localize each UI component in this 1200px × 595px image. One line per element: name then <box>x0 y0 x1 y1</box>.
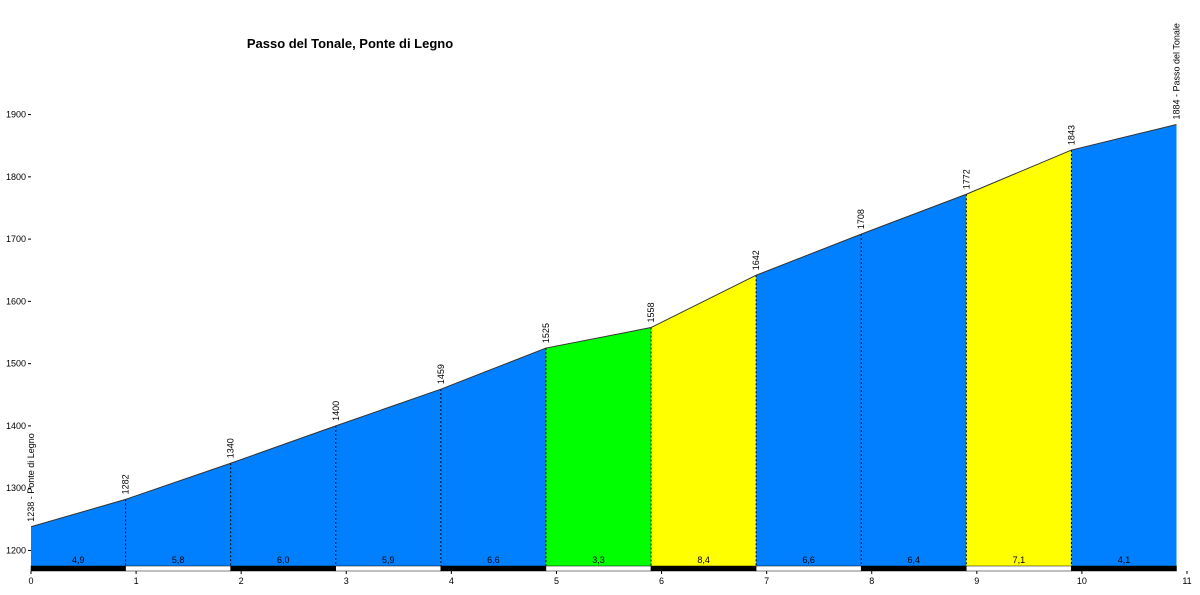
segment-area <box>966 150 1072 567</box>
elevation-label: 1340 <box>226 438 236 458</box>
chart-title: Passo del Tonale, Ponte di Legno <box>247 36 453 51</box>
segment-area <box>125 463 231 566</box>
elevation-label: 1400 <box>331 401 341 421</box>
gradient-label: 6,0 <box>277 555 290 565</box>
elevation-label: 1642 <box>751 250 761 270</box>
segment-area <box>230 425 336 566</box>
distance-strip <box>966 565 1072 572</box>
y-tick-label: 1300 <box>6 483 26 493</box>
gradient-label: 3,3 <box>592 555 605 565</box>
y-tick-label: 1600 <box>6 296 26 306</box>
gradient-label: 6,6 <box>802 555 815 565</box>
elevation-label: 1282 <box>121 474 131 494</box>
elevation-label: 1884 - Passo del Tonale <box>1171 23 1181 119</box>
y-tick-label: 1200 <box>6 545 26 555</box>
x-tick-label: 2 <box>239 576 244 586</box>
segment-area <box>1071 124 1177 567</box>
distance-strip <box>440 565 547 572</box>
distance-strip <box>30 565 126 572</box>
x-tick-label: 8 <box>869 576 874 586</box>
distance-strip <box>650 565 757 572</box>
segment-area <box>440 348 546 566</box>
segment-area <box>651 275 757 566</box>
x-tick-label: 9 <box>974 576 979 586</box>
x-tick-label: 1 <box>134 576 139 586</box>
segment-area <box>756 234 862 567</box>
y-tick-label: 1400 <box>6 421 26 431</box>
distance-strip <box>230 565 337 572</box>
distance-strip <box>755 565 862 572</box>
gradient-label: 8,4 <box>697 555 710 565</box>
x-tick-label: 0 <box>28 576 33 586</box>
segment-area <box>335 389 441 566</box>
elevation-label: 1843 <box>1066 125 1076 145</box>
distance-strip <box>335 565 442 572</box>
y-tick-label: 1800 <box>6 172 26 182</box>
elevation-label: 1772 <box>961 169 971 189</box>
x-tick-label: 6 <box>659 576 664 586</box>
distance-strip <box>1071 565 1177 572</box>
elevation-label: 1459 <box>436 364 446 384</box>
x-tick-label: 3 <box>344 576 349 586</box>
gradient-label: 4,1 <box>1118 555 1131 565</box>
elevation-label: 1558 <box>646 302 656 322</box>
distance-strip <box>545 565 652 572</box>
x-tick-label: 7 <box>764 576 769 586</box>
segment-area <box>545 327 652 566</box>
profile-line <box>30 124 1177 528</box>
segment-area <box>861 194 967 566</box>
elevation-label: 1525 <box>541 323 551 343</box>
elevation-label: 1708 <box>856 209 866 229</box>
gradient-label: 6,6 <box>487 555 500 565</box>
gradient-label: 7,1 <box>1013 555 1026 565</box>
x-tick-label: 11 <box>1182 576 1191 586</box>
segment-area <box>31 499 126 566</box>
y-tick-label: 1900 <box>6 110 26 120</box>
gradient-label: 5,8 <box>172 555 185 565</box>
x-tick-label: 10 <box>1077 576 1087 586</box>
gradient-label: 4,9 <box>72 555 85 565</box>
x-tick-label: 4 <box>449 576 454 586</box>
gradient-label: 6,4 <box>908 555 921 565</box>
y-tick-label: 1700 <box>6 234 26 244</box>
elevation-label: 1238 - Ponte di Legno <box>26 433 36 522</box>
distance-strip <box>860 565 967 572</box>
x-tick-label: 5 <box>554 576 559 586</box>
y-tick-label: 1500 <box>6 359 26 369</box>
gradient-label: 5,9 <box>382 555 395 565</box>
distance-strip <box>125 565 231 572</box>
